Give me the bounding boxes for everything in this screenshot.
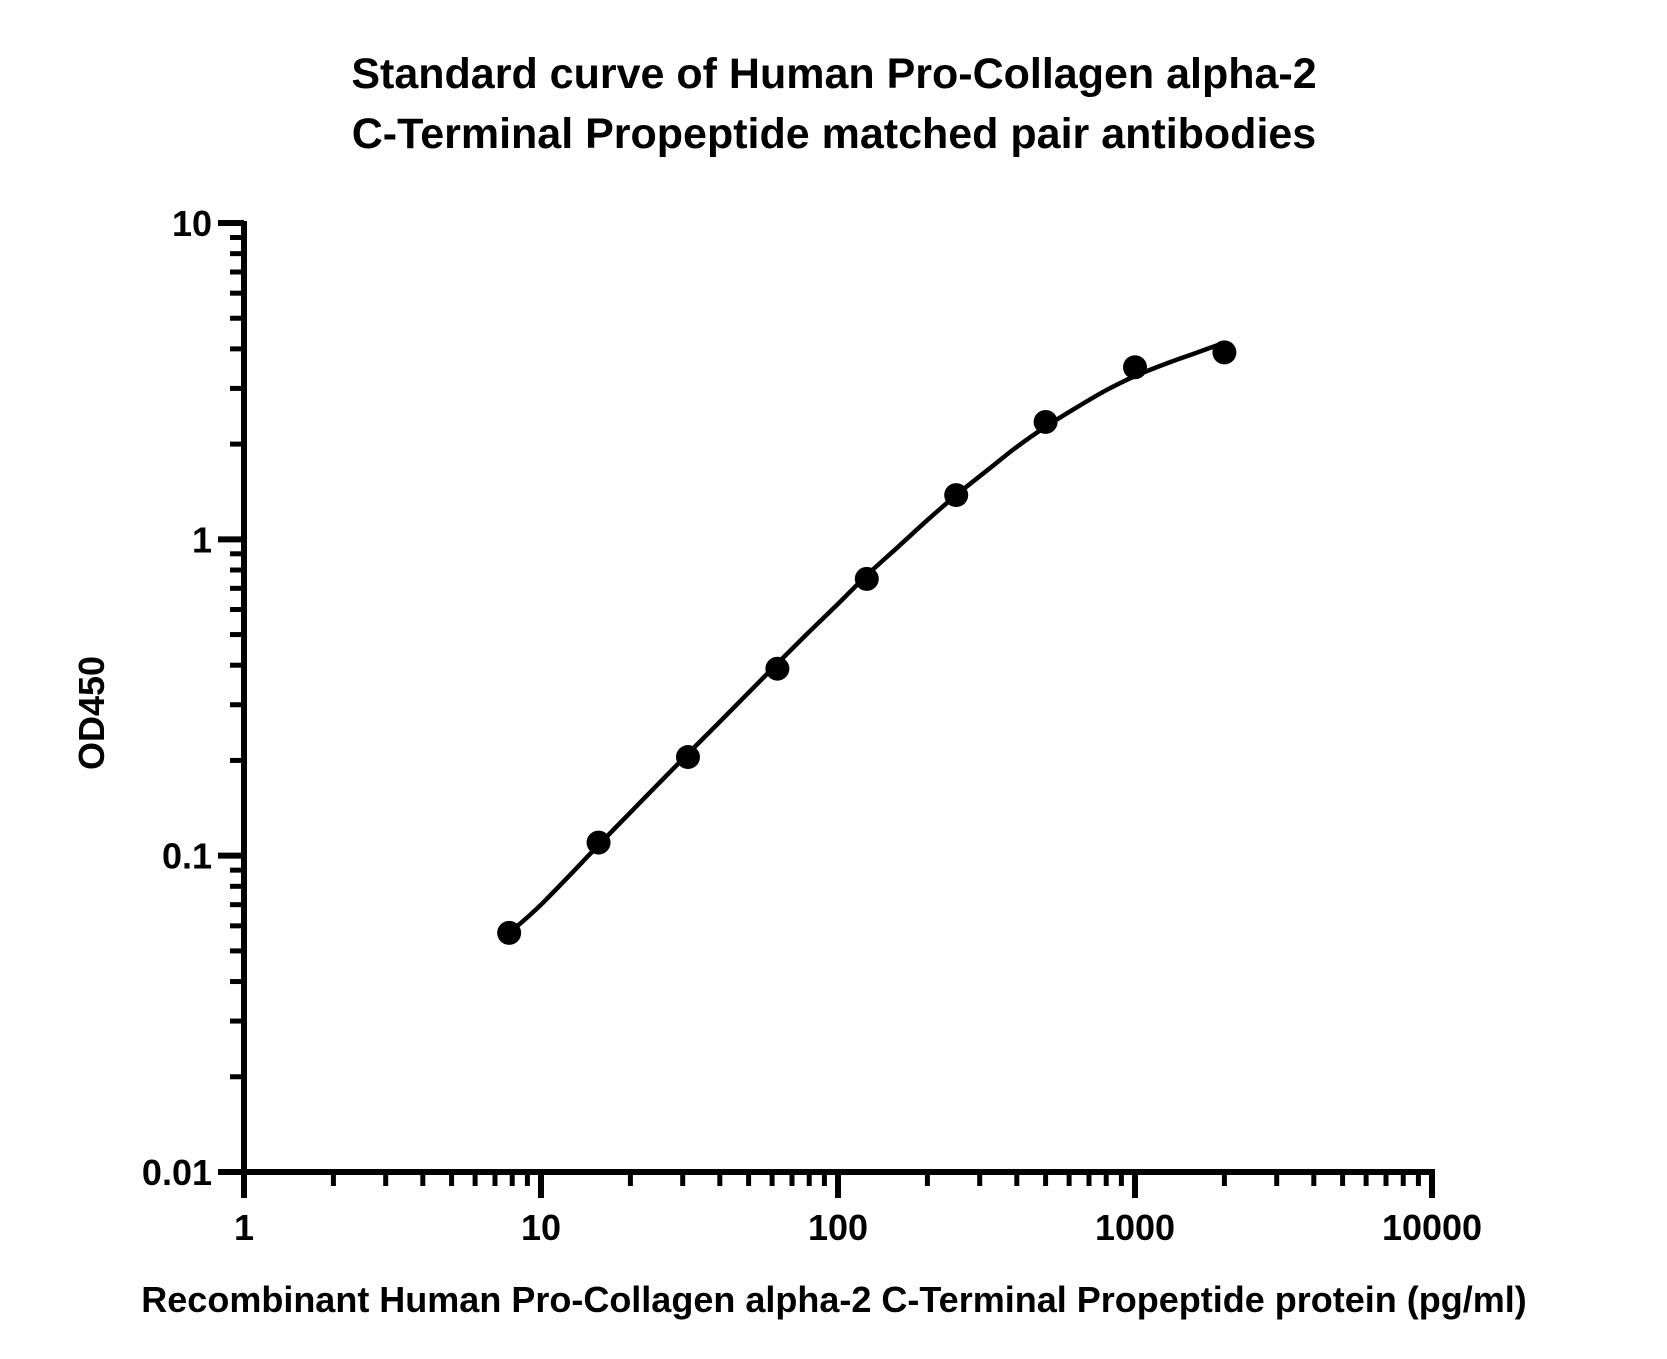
chart-title-line-1: Standard curve of Human Pro-Collagen alp… <box>351 50 1316 98</box>
data-point <box>765 656 790 681</box>
data-point <box>586 830 611 855</box>
fit-curve-group <box>507 340 1226 935</box>
y-axis-label: OD450 <box>71 656 112 770</box>
tick-labels: 0.01 0.1 1 10 1 10 100 1000 10000 <box>142 203 1482 1248</box>
data-points <box>497 340 1237 945</box>
axis-ticks <box>218 220 1435 1198</box>
fit-curve-line <box>507 340 1226 935</box>
data-point <box>1212 340 1237 365</box>
data-point <box>1033 409 1058 434</box>
data-point <box>944 483 969 508</box>
x-tick-label: 1 <box>234 1207 254 1248</box>
chart-title: Standard curve of Human Pro-Collagen alp… <box>351 50 1316 158</box>
y-tick-label: 10 <box>172 203 212 244</box>
x-axis-label: Recombinant Human Pro-Collagen alpha-2 C… <box>141 1279 1526 1320</box>
data-point <box>497 920 522 945</box>
axes <box>241 221 1435 1175</box>
x-tick-label: 1000 <box>1095 1207 1175 1248</box>
x-tick-label: 100 <box>808 1207 868 1248</box>
x-tick-label: 10000 <box>1382 1207 1482 1248</box>
y-tick-label: 0.01 <box>142 1152 212 1193</box>
y-tick-label: 1 <box>192 519 212 560</box>
data-point <box>675 745 700 770</box>
y-tick-label: 0.1 <box>162 836 212 877</box>
data-point <box>1123 355 1147 380</box>
x-tick-label: 10 <box>521 1207 561 1248</box>
data-point <box>854 566 879 591</box>
chart-title-line-2: C-Terminal Propeptide matched pair antib… <box>352 110 1316 158</box>
